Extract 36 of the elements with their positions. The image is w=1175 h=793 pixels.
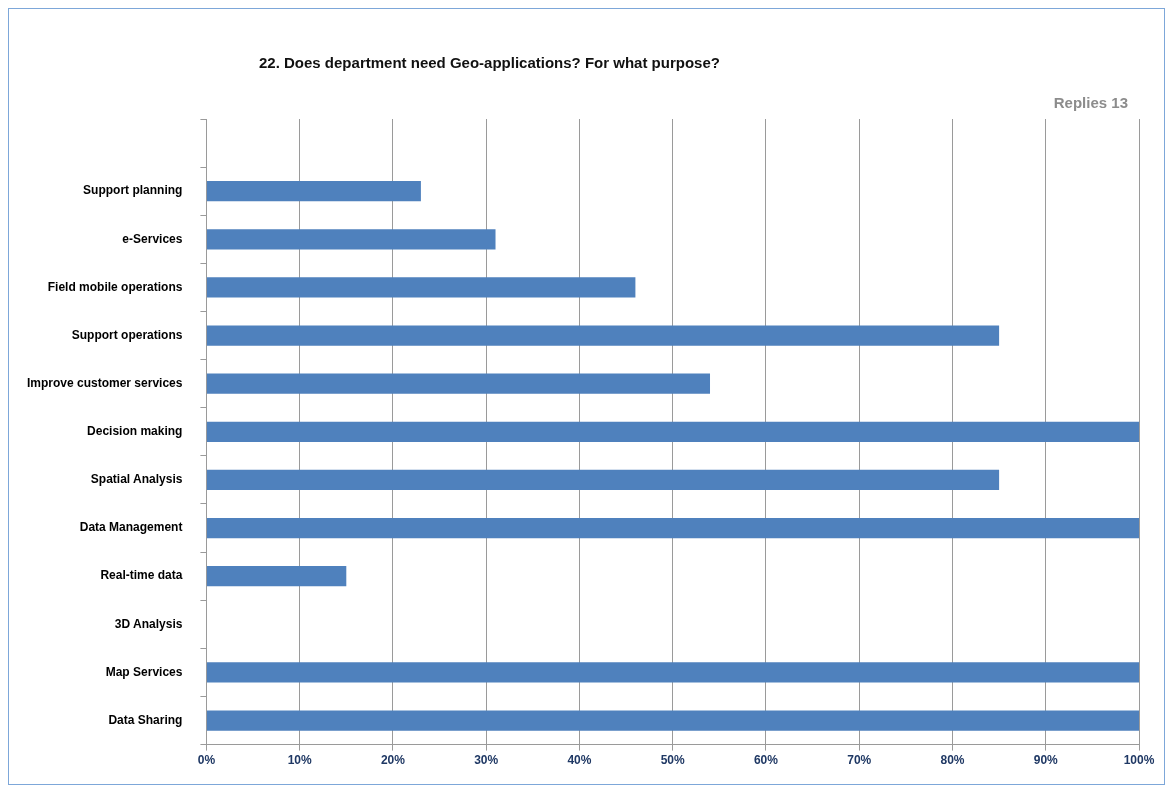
bar xyxy=(206,181,421,202)
y-tick-label: Decision making xyxy=(87,424,183,439)
y-tick-label: Spatial Analysis xyxy=(90,472,183,487)
bar xyxy=(206,325,1000,346)
y-tick-label: Support planning xyxy=(83,183,183,198)
bar xyxy=(206,710,1139,731)
y-tick-label: Data Management xyxy=(79,520,183,535)
y-tick-label: Map Services xyxy=(105,664,183,679)
chart-subtitle: Replies 13 xyxy=(1053,94,1128,111)
bar xyxy=(206,421,1139,442)
y-tick-label: Improve customer services xyxy=(26,375,183,390)
bar xyxy=(206,662,1139,683)
x-tick-label: 40% xyxy=(567,753,592,768)
bar xyxy=(206,469,1000,491)
x-tick-label: 20% xyxy=(380,753,406,768)
y-tick-label: Data Sharing xyxy=(108,712,183,727)
y-tick-label: Support operations xyxy=(71,327,183,342)
x-tick-label: 10% xyxy=(287,753,312,768)
y-tick-label: Real-time data xyxy=(100,568,183,583)
x-tick-label: 30% xyxy=(474,753,499,768)
y-tick-label: e-Services xyxy=(122,231,183,246)
bar xyxy=(206,373,711,394)
y-tick-label: 3D Analysis xyxy=(114,616,183,631)
chart-title: 22. Does department need Geo-applications? For what purpose? xyxy=(259,54,720,71)
x-tick-label: 100% xyxy=(1123,753,1155,768)
x-tick-label: 50% xyxy=(660,753,686,768)
bar xyxy=(206,229,496,250)
y-tick-label: Field mobile operations xyxy=(47,279,183,294)
bar xyxy=(206,566,347,587)
x-tick-label: 60% xyxy=(753,753,779,768)
x-tick-label: 0% xyxy=(197,753,216,768)
bar xyxy=(206,277,636,298)
x-tick-label: 80% xyxy=(940,753,965,768)
bar xyxy=(206,517,1139,539)
x-tick-label: 70% xyxy=(847,753,872,768)
x-tick-label: 90% xyxy=(1033,753,1059,768)
